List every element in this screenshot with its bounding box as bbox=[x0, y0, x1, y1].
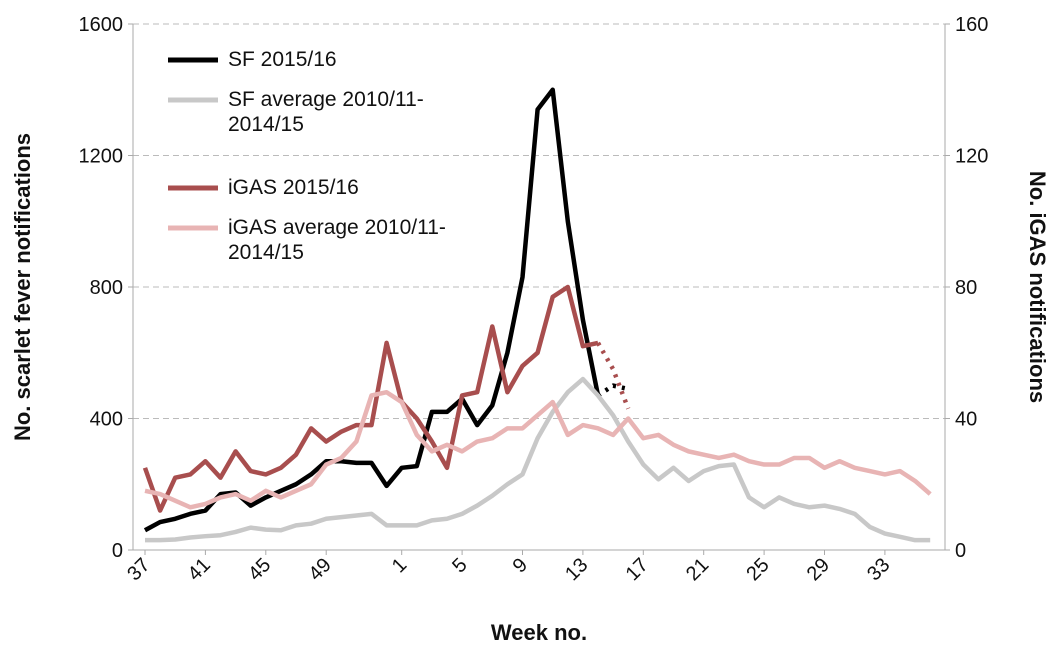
y-axis-title: No. scarlet fever notifications bbox=[10, 133, 35, 441]
y2-tick-label: 80 bbox=[955, 277, 977, 299]
series-line bbox=[142, 284, 599, 513]
x-tick-label: 21 bbox=[682, 554, 713, 585]
series-line bbox=[143, 87, 601, 533]
x-tick-label: 25 bbox=[742, 554, 773, 585]
y-tick-label: 800 bbox=[90, 277, 123, 299]
y-tick-label: 400 bbox=[90, 409, 123, 431]
series-line bbox=[144, 389, 932, 510]
legend-label: iGAS 2015/16 bbox=[228, 176, 359, 199]
legend-label: iGAS average 2010/11-2014/15 bbox=[228, 216, 446, 264]
x-tick-label: 37 bbox=[123, 554, 154, 585]
x-tick-label: 9 bbox=[509, 554, 532, 577]
y-tick-label: 1600 bbox=[79, 14, 124, 36]
legend-label: SF 2015/16 bbox=[228, 48, 337, 71]
x-tick-label: 41 bbox=[184, 554, 215, 585]
x-tick-label: 49 bbox=[304, 554, 335, 585]
series-line bbox=[145, 376, 931, 543]
x-axis-title: Week no. bbox=[491, 620, 587, 645]
y2-tick-label: 120 bbox=[955, 146, 988, 168]
x-tick-label: 33 bbox=[863, 554, 894, 585]
x-tick-label: 5 bbox=[448, 554, 471, 577]
y2-tick-label: 40 bbox=[955, 409, 977, 431]
x-tick-label: 17 bbox=[622, 554, 653, 585]
legend-label: SF average 2010/11-2014/15 bbox=[228, 88, 424, 136]
x-tick-label: 13 bbox=[561, 554, 592, 585]
x-tick-label: 45 bbox=[244, 554, 275, 585]
y-tick-label: 0 bbox=[112, 540, 123, 562]
y2-axis-title: No. iGAS notifications bbox=[1025, 171, 1047, 403]
provisional-line bbox=[596, 341, 631, 410]
y2-tick-label: 0 bbox=[955, 540, 966, 562]
x-tick-label: 29 bbox=[803, 554, 834, 585]
x-tick-label: 1 bbox=[388, 554, 411, 577]
provisional-line bbox=[596, 383, 629, 398]
y2-tick-label: 160 bbox=[955, 14, 988, 36]
y-tick-label: 1200 bbox=[79, 146, 124, 168]
